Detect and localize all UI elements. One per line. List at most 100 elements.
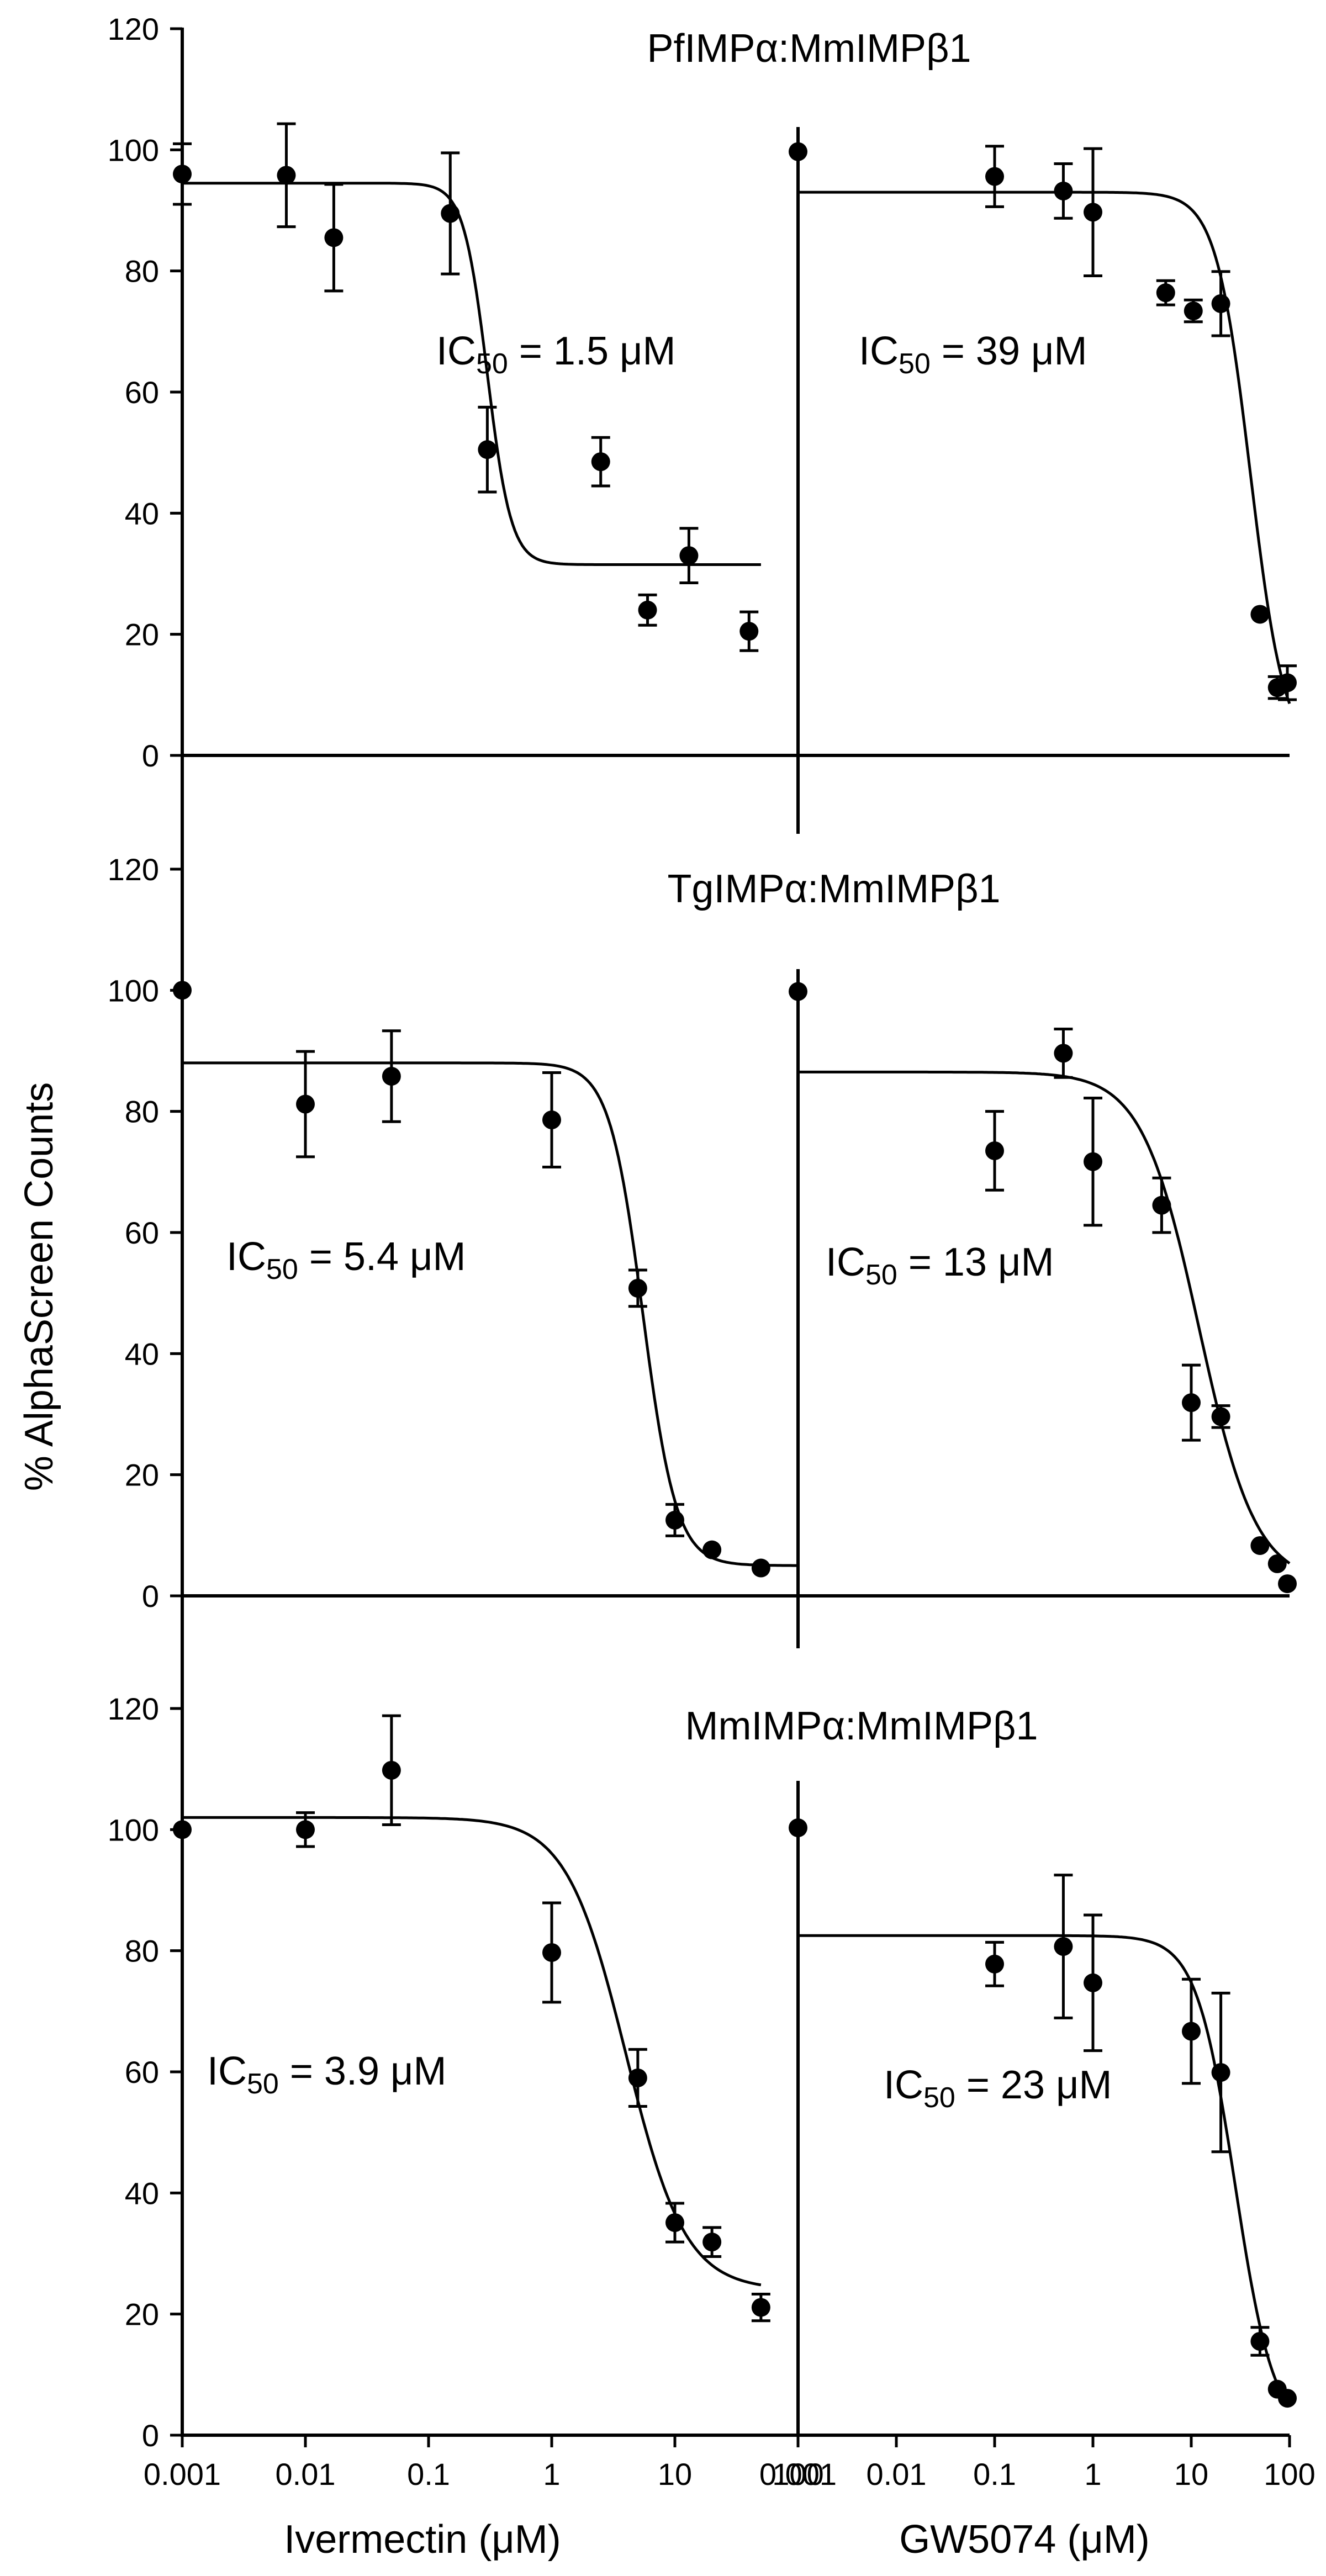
data-point bbox=[985, 1954, 1004, 1974]
data-point bbox=[382, 1067, 401, 1086]
data-point bbox=[789, 1818, 807, 1838]
x-tick-label: 0.01 bbox=[867, 2457, 927, 2492]
y-tick-label: 80 bbox=[125, 254, 159, 289]
data-point bbox=[1250, 1536, 1270, 1555]
y-tick-label: 0 bbox=[142, 1579, 159, 1614]
x-tick-label: 10 bbox=[1174, 2457, 1208, 2492]
data-point bbox=[1054, 1044, 1073, 1063]
x-tick-label: 1 bbox=[1084, 2457, 1101, 2492]
fit-curve bbox=[798, 1070, 1291, 1565]
fit-curve bbox=[798, 1934, 1291, 2408]
data-point bbox=[296, 1094, 315, 1114]
x-axis-title-ivermectin: Ivermectin (μM) bbox=[284, 2517, 561, 2562]
data-point bbox=[702, 1540, 722, 1559]
x-tick-label: 1 bbox=[543, 2457, 560, 2492]
data-point bbox=[324, 228, 344, 247]
x-tick-label: 0.1 bbox=[973, 2457, 1016, 2492]
ic50-label: IC50 = 13 μM bbox=[826, 1240, 1054, 1291]
y-tick-label: 120 bbox=[108, 1691, 159, 1726]
data-point bbox=[542, 1943, 561, 1962]
data-point bbox=[1250, 605, 1270, 624]
data-point bbox=[1156, 283, 1175, 303]
data-point bbox=[628, 2068, 647, 2087]
y-tick-label: 40 bbox=[125, 2176, 159, 2210]
data-point bbox=[1182, 1393, 1201, 1413]
y-tick-label: 120 bbox=[108, 852, 159, 887]
fit-curve bbox=[182, 182, 761, 566]
data-point bbox=[441, 204, 460, 223]
ic50-label: IC50 = 3.9 μM bbox=[207, 2049, 446, 2100]
y-tick-label: 20 bbox=[125, 617, 159, 652]
data-point bbox=[702, 2233, 722, 2252]
data-point bbox=[1211, 2063, 1230, 2082]
y-tick-label: 80 bbox=[125, 1934, 159, 1969]
panel-title: TgIMPα:MmIMPβ1 bbox=[667, 867, 1000, 911]
x-tick-label: 0.1 bbox=[407, 2457, 450, 2492]
data-point bbox=[173, 1820, 192, 1839]
y-tick-label: 60 bbox=[125, 1215, 159, 1250]
data-point bbox=[985, 1141, 1004, 1160]
data-point bbox=[751, 1558, 770, 1578]
data-point bbox=[1152, 1196, 1171, 1215]
x-tick-label: 10 bbox=[658, 2457, 692, 2492]
data-point bbox=[1278, 673, 1297, 692]
data-point bbox=[985, 167, 1004, 186]
data-point bbox=[739, 622, 759, 641]
data-point bbox=[1278, 2389, 1297, 2408]
y-tick-label: 100 bbox=[108, 1812, 159, 1847]
y-tick-label: 20 bbox=[125, 2297, 159, 2332]
data-point bbox=[1054, 1937, 1073, 1956]
data-point bbox=[789, 142, 807, 161]
data-point bbox=[1054, 181, 1073, 200]
data-point bbox=[1211, 294, 1230, 313]
data-point bbox=[1084, 203, 1102, 222]
data-point bbox=[638, 600, 657, 620]
panel-title: PfIMPα:MmIMPβ1 bbox=[647, 27, 971, 71]
data-point bbox=[277, 166, 296, 185]
data-point bbox=[173, 165, 192, 184]
y-tick-label: 40 bbox=[125, 496, 159, 531]
data-point bbox=[591, 452, 610, 472]
y-tick-label: 0 bbox=[142, 2418, 159, 2453]
data-point bbox=[1084, 1152, 1102, 1171]
y-axis-title: % AlphaScreen Counts bbox=[17, 1082, 61, 1491]
ic50-label: IC50 = 23 μM bbox=[884, 2063, 1112, 2114]
data-point bbox=[1184, 301, 1203, 321]
y-tick-label: 60 bbox=[125, 375, 159, 410]
x-tick-label: 0.001 bbox=[144, 2457, 221, 2492]
y-tick-label: 60 bbox=[125, 2055, 159, 2090]
data-point bbox=[1211, 1407, 1230, 1426]
data-point bbox=[173, 981, 192, 1000]
data-point bbox=[296, 1820, 315, 1839]
y-tick-label: 80 bbox=[125, 1094, 159, 1129]
ic50-label: IC50 = 5.4 μM bbox=[226, 1235, 466, 1286]
data-point bbox=[1084, 1973, 1102, 1992]
data-point bbox=[1250, 2332, 1270, 2351]
y-tick-label: 100 bbox=[108, 973, 159, 1008]
x-tick-label: 100 bbox=[772, 2457, 823, 2492]
y-tick-label: 120 bbox=[108, 12, 159, 46]
y-tick-label: 100 bbox=[108, 133, 159, 167]
x-tick-label: 0.001 bbox=[759, 2457, 837, 2492]
data-point bbox=[1182, 2022, 1201, 2041]
data-point bbox=[679, 546, 699, 565]
data-point bbox=[789, 982, 807, 1001]
y-tick-label: 20 bbox=[125, 1458, 159, 1493]
y-tick-label: 0 bbox=[142, 738, 159, 773]
data-point bbox=[1267, 1554, 1287, 1573]
data-point bbox=[628, 1278, 647, 1298]
data-point bbox=[478, 440, 497, 459]
fit-curve bbox=[182, 1816, 762, 2287]
x-axis-title-gw5074: GW5074 (μM) bbox=[899, 2517, 1150, 2562]
y-tick-label: 40 bbox=[125, 1336, 159, 1371]
data-point bbox=[382, 1760, 401, 1780]
fit-curve bbox=[798, 191, 1291, 705]
ic50-label: IC50 = 39 μM bbox=[859, 329, 1087, 380]
fit-curve bbox=[182, 1061, 798, 1567]
data-point bbox=[1278, 1574, 1297, 1594]
ic50-label: IC50 = 1.5 μM bbox=[436, 329, 675, 380]
data-point bbox=[665, 2213, 684, 2233]
data-point bbox=[665, 1510, 684, 1530]
